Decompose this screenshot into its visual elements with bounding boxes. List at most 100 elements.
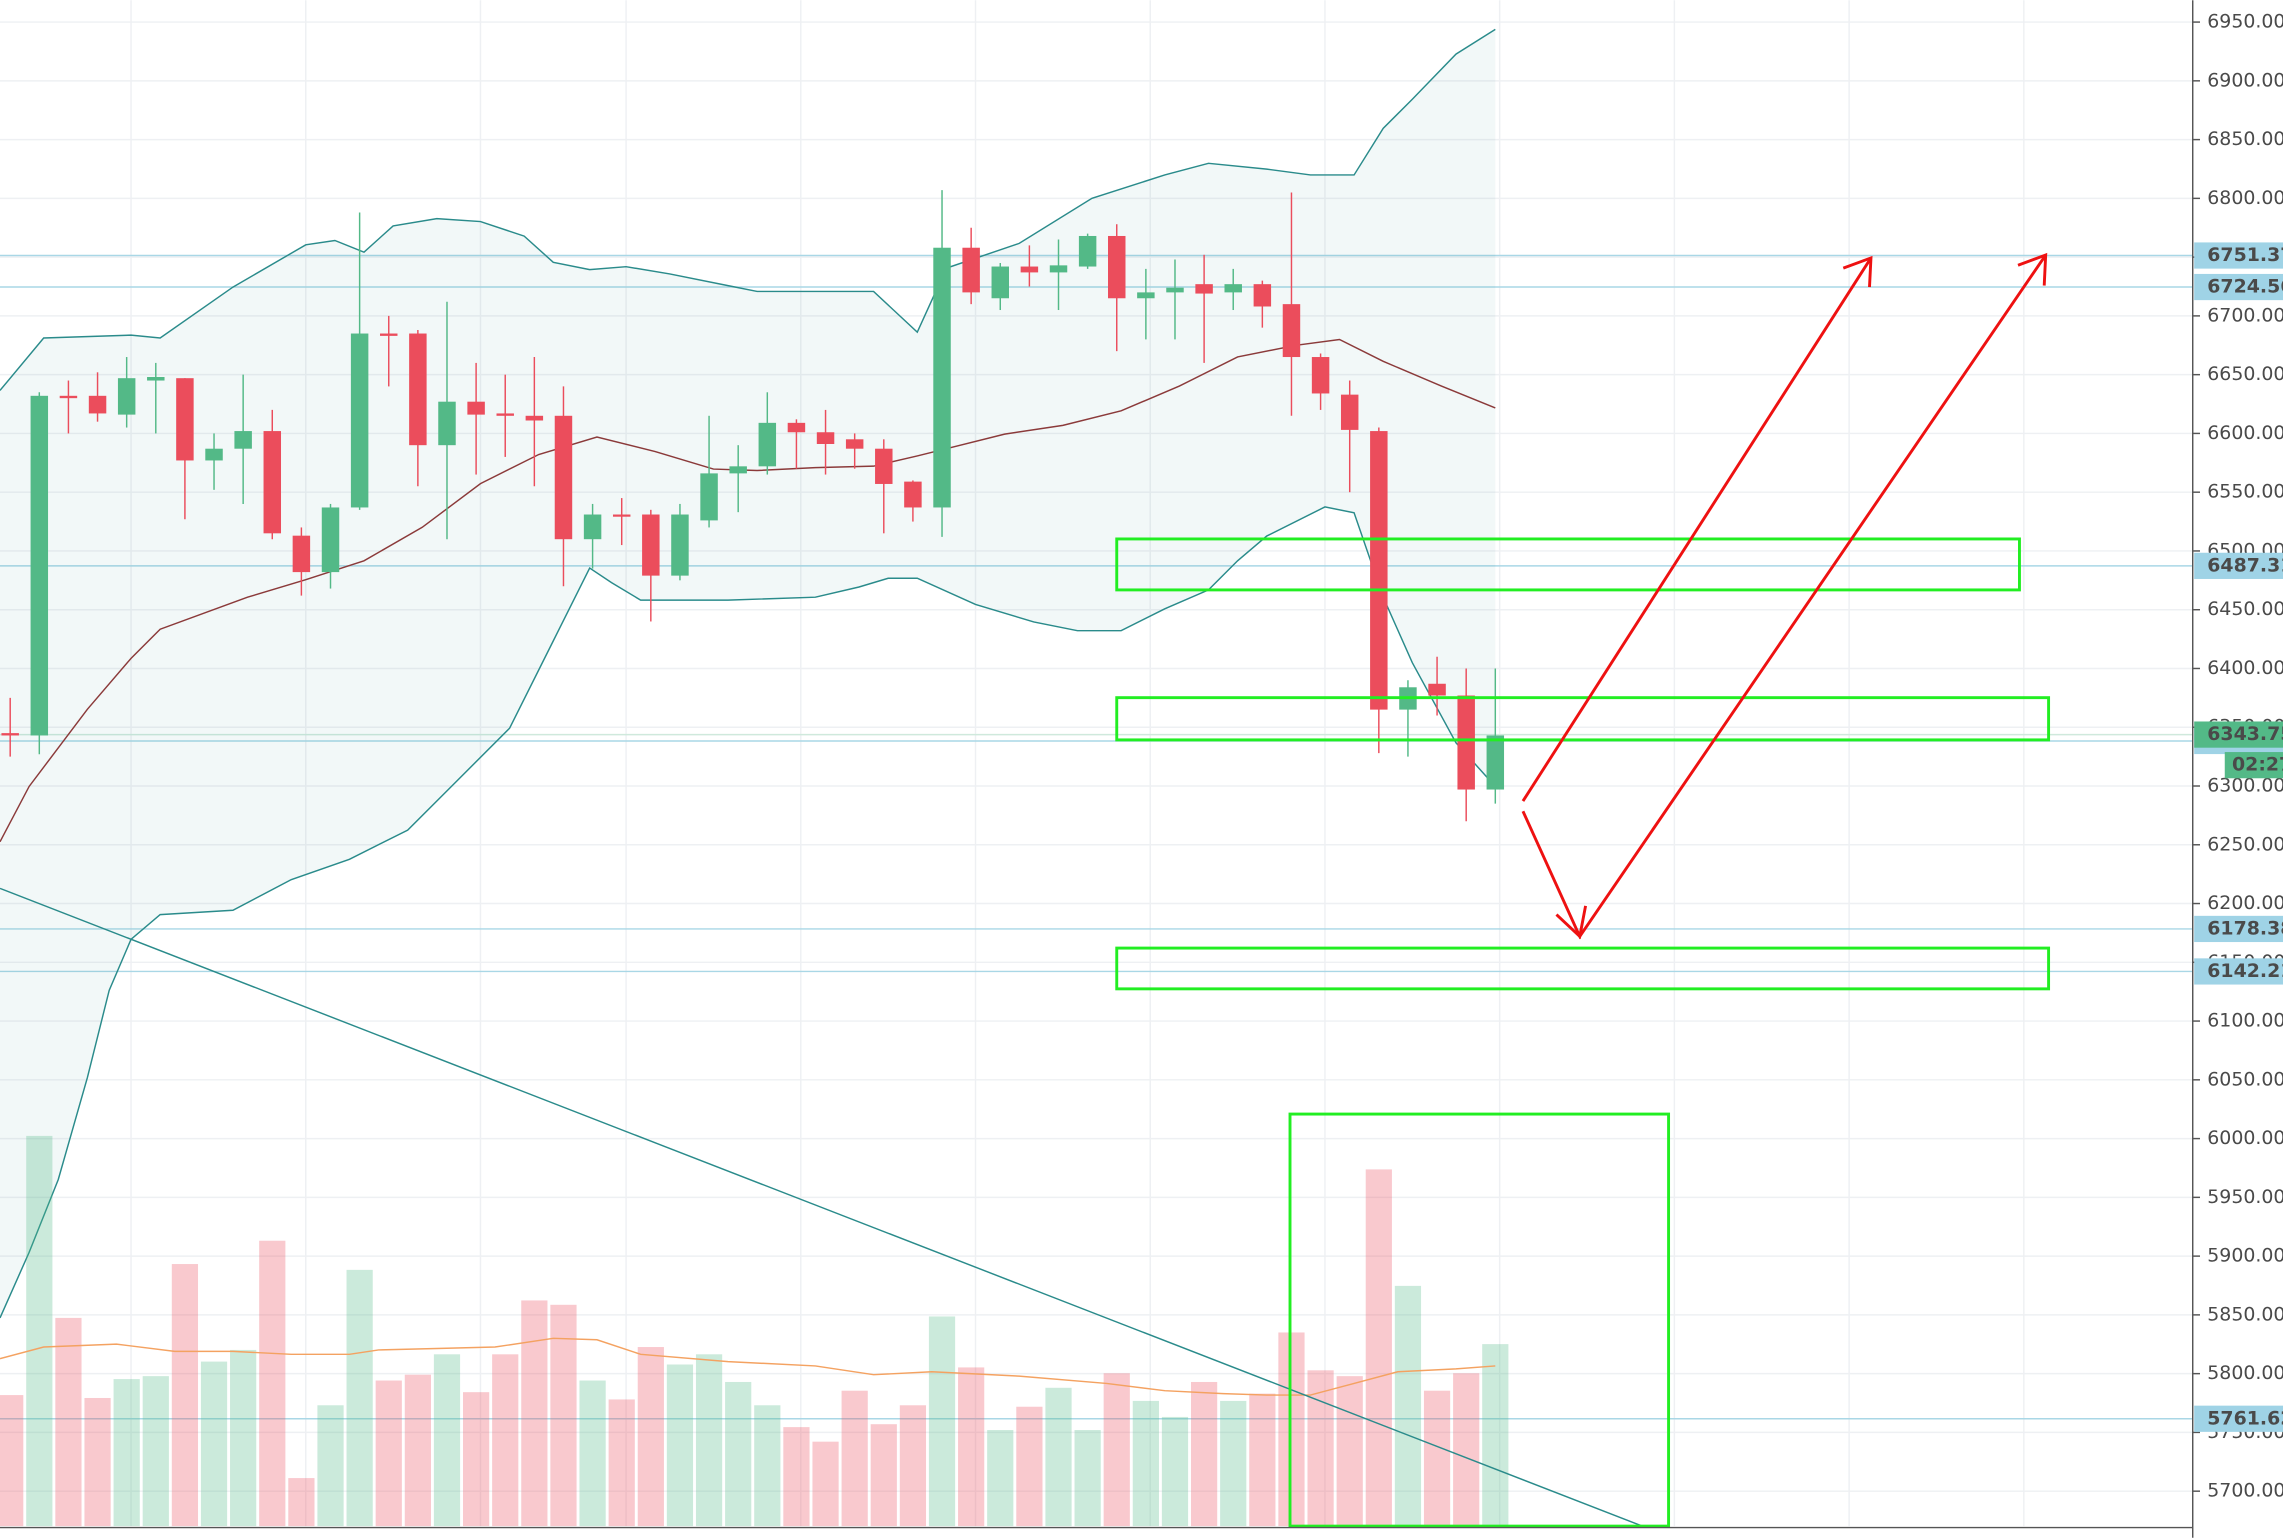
candle-body [234,431,252,449]
y-tick-label: 6050.00 [2207,1068,2283,1090]
candle-body [612,514,631,517]
candle-body [467,401,485,415]
candle-body [991,266,1010,299]
y-tick-label: 6700.00 [2207,304,2283,326]
candle-body [1311,357,1330,394]
price-label-box [2194,721,2283,748]
candle-body [787,422,806,433]
candle-body [1282,304,1301,358]
volume-bar [317,1405,344,1527]
volume-bar [1074,1430,1101,1527]
candle-body [1195,284,1213,294]
y-tick-label: 5950.00 [2207,1186,2283,1208]
volume-bar [433,1354,461,1527]
y-tick-label: 6400.00 [2207,657,2283,679]
candle-body [1020,266,1039,273]
volume-bar [1132,1400,1159,1527]
horizontal-grid [0,21,2193,1492]
price-label-box [2194,552,2283,579]
price-label: 6724.56 [2207,276,2283,298]
volume-bar [1103,1373,1130,1527]
volume-bar [1278,1332,1305,1527]
candle-body [729,466,747,474]
volume-bar [958,1367,985,1527]
candle-body [1108,235,1126,299]
volume-bar [725,1381,752,1527]
candle-body [1340,394,1359,430]
volume-bar [404,1374,431,1527]
volume-ma [0,1337,1496,1396]
candle-body [1,733,19,736]
price-label: 6343.75 [2207,723,2283,745]
candle-body [933,247,951,508]
candle-body [1486,735,1505,790]
y-tick-label: 6850.00 [2207,128,2283,150]
price-label: 6487.31 [2207,554,2283,576]
volume-bar [55,1317,82,1527]
candle-body [700,473,718,521]
arrows [1521,252,2048,940]
candle-body [496,413,514,416]
bollinger-middle [0,338,1496,843]
y-tick-label: 5900.00 [2207,1245,2283,1267]
y-tick-label: 5800.00 [2207,1362,2283,1384]
candle-body [147,377,165,381]
volume-bar [1220,1400,1247,1527]
volume-bar [26,1135,53,1527]
y-tick-label: 6900.00 [2207,69,2283,91]
price-label: 6142.21 [2207,960,2283,982]
price-label: 6178.38 [2207,917,2283,939]
volume-bar [1453,1373,1480,1527]
volume-bar [783,1427,810,1527]
candle-body [1428,683,1446,696]
candle-body [1457,695,1475,790]
volume-bar [1249,1393,1276,1527]
y-tick-label: 6600.00 [2207,422,2283,444]
bollinger-fill [0,29,1496,1318]
bollinger-lower [0,506,1496,1319]
volume-bar [550,1304,577,1527]
volume-bar [841,1390,868,1527]
candle-body [438,401,456,446]
price-label: 6751.37 [2207,244,2283,266]
y-tick-label: 6450.00 [2207,598,2283,620]
candle-body [263,431,282,534]
y-tick-label: 6000.00 [2207,1127,2283,1149]
volume-bar [870,1424,897,1527]
candle-body [350,333,369,508]
volume-bar [637,1347,664,1527]
y-tick-label: 6300.00 [2207,775,2283,797]
volume-bar [1423,1390,1451,1527]
volume-bar [899,1405,927,1527]
volume-bar [375,1380,402,1527]
candle-body [88,395,107,414]
volume-bar [754,1405,781,1527]
candle-body [758,422,777,467]
price-label-box [2194,1405,2283,1432]
candle-body [205,448,223,461]
candle-body [1049,265,1068,273]
y-tick-label: 5700.00 [2207,1480,2283,1502]
volume-bar [0,1395,24,1527]
candle-body [1370,431,1388,710]
volume-bar [1336,1376,1363,1527]
volume-bar [288,1478,315,1527]
trend-line [0,887,1643,1527]
candle-body [671,514,689,576]
volume-bar [463,1392,490,1527]
candle-body [554,415,573,540]
candle-body [525,415,544,421]
candle-body [904,481,922,508]
volume-bar [142,1376,169,1527]
volume-bar [84,1397,111,1527]
volume-bar [608,1399,635,1527]
volume-bar [492,1354,519,1527]
y-tick-label: 6550.00 [2207,481,2283,503]
candle-body [292,535,311,573]
price-label-box [2194,242,2283,269]
y-tick-label: 6650.00 [2207,363,2283,385]
price-label: 5761.62 [2207,1407,2283,1429]
candle-body [642,514,660,576]
